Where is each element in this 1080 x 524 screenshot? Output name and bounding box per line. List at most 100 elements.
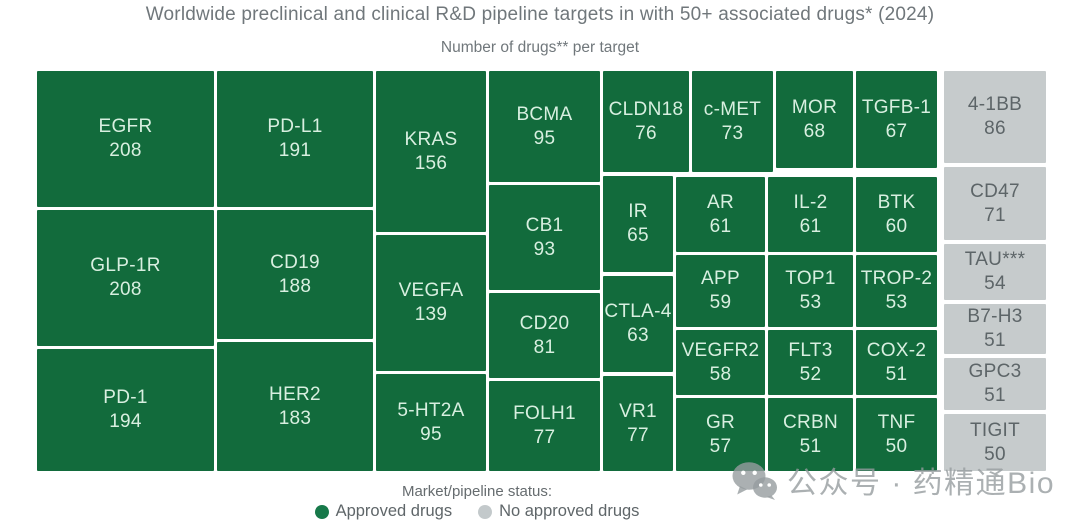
treemap-cell-ar: AR 61 <box>676 177 765 252</box>
treemap-cell-4-1bb: 4-1BB 86 <box>944 71 1046 163</box>
cell-value: 51 <box>984 330 1006 351</box>
legend-label-approved: Approved drugs <box>335 502 453 520</box>
cell-value: 73 <box>721 122 744 144</box>
cell-value: 60 <box>885 215 908 237</box>
treemap-cell-tgfb-1: TGFB-1 67 <box>856 71 937 168</box>
cell-value: 81 <box>533 336 556 358</box>
cell-label: GLP-1R <box>90 255 161 276</box>
treemap-cell-cb1: CB1 93 <box>489 185 600 290</box>
treemap-cell-cd19: CD19 188 <box>217 210 373 339</box>
cell-value: 51 <box>984 385 1006 406</box>
treemap-cell-gpc3: GPC3 51 <box>944 358 1046 410</box>
treemap-cell-cldn18: CLDN18 76 <box>603 71 689 172</box>
cell-label: TOP1 <box>785 268 836 289</box>
cell-value: 77 <box>533 427 556 448</box>
treemap-cell-pd-1: PD-1 194 <box>37 349 214 471</box>
treemap-cell-gr: GR 57 <box>676 398 765 471</box>
cell-label: AR <box>707 191 734 213</box>
cell-label: IL-2 <box>793 191 828 213</box>
cell-value: 77 <box>627 424 649 446</box>
cell-label: BCMA <box>516 103 573 125</box>
cell-label: VEGFR2 <box>681 339 760 361</box>
cell-value: 71 <box>984 204 1006 226</box>
treemap-cell-folh1: FOLH1 77 <box>489 381 600 471</box>
cell-label: TGFB-1 <box>861 96 932 118</box>
cell-value: 53 <box>885 292 908 313</box>
watermark: 公众号 · 药精通Bio <box>731 458 1055 502</box>
treemap-cell-btk: BTK 60 <box>856 177 937 252</box>
treemap-cell-bcma: BCMA 95 <box>489 71 600 182</box>
legend-label-no-approved: No approved drugs <box>499 502 640 520</box>
cell-label: HER2 <box>269 383 321 405</box>
cell-label: IR <box>628 201 648 222</box>
treemap-cell-ir: IR 65 <box>603 176 673 272</box>
cell-label: COX-2 <box>866 339 927 361</box>
treemap-cell-b7-h3: B7-H3 51 <box>944 304 1046 354</box>
cell-label: CD20 <box>519 312 570 334</box>
chart-title: Worldwide preclinical and clinical R&D p… <box>145 4 935 25</box>
cell-label: TNF <box>877 411 916 433</box>
treemap-cell-kras: KRAS 156 <box>376 71 486 232</box>
cell-value: 51 <box>799 435 822 457</box>
cell-value: 95 <box>420 423 442 445</box>
cell-value: 183 <box>278 407 312 429</box>
cell-value: 61 <box>799 215 822 237</box>
cell-value: 65 <box>627 225 649 246</box>
treemap-cell-her2: HER2 183 <box>217 342 373 471</box>
treemap-cell-pd-l1: PD-L1 191 <box>217 71 373 207</box>
treemap-cell-egfr: EGFR 208 <box>37 71 214 207</box>
treemap-cell-vegfr2: VEGFR2 58 <box>676 330 765 395</box>
legend-dot-approved <box>314 504 329 519</box>
cell-value: 156 <box>414 152 448 174</box>
legend-title: Market/pipeline status: <box>401 483 553 500</box>
chart-subtitle: Number of drugs** per target <box>440 39 640 56</box>
legend-dot-no-approved <box>478 504 493 519</box>
cell-value: 208 <box>109 279 142 300</box>
cell-value: 61 <box>709 215 732 237</box>
treemap-cell-vegfa: VEGFA 139 <box>376 235 486 371</box>
cell-label: KRAS <box>404 128 458 150</box>
cell-value: 191 <box>278 140 312 161</box>
treemap-cell-app: APP 59 <box>676 255 765 327</box>
cell-label: CLDN18 <box>608 98 684 120</box>
treemap-cell-il-2: IL-2 61 <box>768 177 853 252</box>
legend-item-no-approved: No approved drugs <box>478 502 639 521</box>
legend: Approved drugs No approved drugs <box>0 502 954 521</box>
cell-value: 68 <box>803 120 826 142</box>
cell-label: CB1 <box>525 214 564 236</box>
cell-label: CD47 <box>970 180 1020 202</box>
treemap-cell-ctla-4: CTLA-4 63 <box>603 276 673 372</box>
cell-value: 51 <box>885 363 908 385</box>
treemap-cell-flt3: FLT3 52 <box>768 330 853 395</box>
cell-label: VEGFA <box>398 280 464 301</box>
cell-label: 4-1BB <box>967 94 1023 115</box>
treemap-cell-cd20: CD20 81 <box>489 293 600 378</box>
cell-label: TROP-2 <box>860 268 933 289</box>
cell-value: 53 <box>799 292 822 313</box>
cell-label: PD-L1 <box>267 116 323 137</box>
treemap-cell-top1: TOP1 53 <box>768 255 853 327</box>
treemap-cell-tnf: TNF 50 <box>856 398 937 471</box>
wechat-icon <box>731 461 778 500</box>
treemap-cell-tau: TAU*** 54 <box>944 244 1046 300</box>
treemap-cell-glp-1r: GLP-1R 208 <box>37 210 214 346</box>
cell-label: FOLH1 <box>513 403 576 424</box>
cell-value: 52 <box>799 363 822 385</box>
cell-label: B7-H3 <box>967 306 1023 327</box>
cell-label: GPC3 <box>968 361 1022 382</box>
cell-value: 57 <box>709 435 732 457</box>
cell-value: 139 <box>414 304 448 325</box>
cell-value: 188 <box>278 275 312 297</box>
cell-value: 208 <box>109 140 142 161</box>
cell-value: 63 <box>627 325 649 346</box>
cell-label: FLT3 <box>788 339 833 361</box>
cell-label: CD19 <box>270 251 320 273</box>
treemap-cell-tigit: TIGIT 50 <box>944 414 1046 471</box>
cell-value: 76 <box>635 122 657 144</box>
cell-label: BTK <box>877 191 916 213</box>
treemap-cell-crbn: CRBN 51 <box>768 398 853 471</box>
treemap-cell-mor: MOR 68 <box>776 71 853 168</box>
cell-label: PD-1 <box>103 387 148 408</box>
